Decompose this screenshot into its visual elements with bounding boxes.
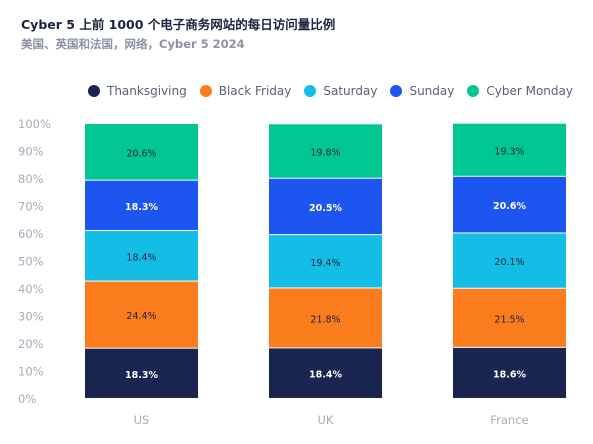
data-label: 19.4% bbox=[310, 258, 340, 269]
data-label: 21.8% bbox=[310, 314, 340, 325]
bar-segment-us-cyber-monday bbox=[85, 124, 198, 180]
y-tick-label: 40% bbox=[18, 282, 44, 296]
chart-legend: Thanksgiving Black Friday Saturday Sunday Cy… bbox=[88, 84, 586, 98]
legend-label: Saturday bbox=[323, 84, 378, 98]
x-tick-label: US bbox=[134, 413, 150, 427]
legend-label: Sunday bbox=[409, 84, 455, 98]
y-tick-label: 70% bbox=[18, 200, 44, 214]
y-tick-label: 50% bbox=[18, 255, 44, 269]
legend-label: Thanksgiving bbox=[107, 84, 187, 98]
legend-label: Cyber Monday bbox=[486, 84, 573, 98]
y-tick-label: 20% bbox=[18, 337, 44, 351]
data-label: 18.4% bbox=[309, 370, 342, 381]
y-tick-label: 30% bbox=[18, 310, 44, 324]
data-label: 18.6% bbox=[493, 369, 526, 380]
data-label: 19.3% bbox=[494, 146, 524, 157]
y-tick-label: 60% bbox=[18, 227, 44, 241]
data-label: 18.3% bbox=[125, 370, 158, 381]
bar-segment-france-thanksgiving bbox=[453, 347, 566, 398]
bar-segment-uk-saturday bbox=[269, 235, 382, 288]
bar-segment-france-black-friday bbox=[453, 288, 566, 347]
legend-swatch bbox=[467, 85, 480, 97]
data-label: 20.6% bbox=[493, 201, 526, 212]
bar-segment-france-sunday bbox=[453, 176, 566, 233]
bar-segment-us-thanksgiving bbox=[85, 348, 198, 398]
legend-swatch bbox=[390, 85, 403, 97]
bar-segment-uk-cyber-monday bbox=[269, 124, 382, 178]
legend-item-sunday: Sunday bbox=[390, 84, 454, 98]
data-label: 18.3% bbox=[125, 202, 158, 213]
bar-segment-france-cyber-monday bbox=[453, 123, 566, 176]
x-tick-label: France bbox=[490, 413, 528, 427]
bar-segment-us-black-friday bbox=[85, 281, 198, 348]
y-tick-label: 90% bbox=[18, 145, 44, 159]
legend-item-saturday: Saturday bbox=[304, 84, 377, 98]
data-label: 20.6% bbox=[126, 148, 156, 159]
data-label: 24.4% bbox=[126, 311, 156, 322]
data-label: 20.5% bbox=[309, 203, 342, 214]
data-label: 19.8% bbox=[310, 148, 340, 159]
chart-title: Cyber 5 上前 1000 个电子商务网站的每日访问量比例 bbox=[21, 17, 336, 32]
bar-segment-france-saturday bbox=[453, 233, 566, 288]
legend-item-thanksgiving: Thanksgiving bbox=[88, 84, 187, 98]
legend-swatch bbox=[88, 85, 100, 97]
bar-segment-us-saturday bbox=[85, 230, 198, 281]
y-tick-label: 10% bbox=[18, 365, 44, 379]
legend-label: Black Friday bbox=[218, 84, 292, 98]
data-label: 18.4% bbox=[126, 252, 156, 263]
legend-swatch bbox=[199, 85, 212, 97]
legend-item-black-friday: Black Friday bbox=[199, 84, 292, 98]
chart-subtitle: 美国、英国和法国，网络，Cyber 5 2024 bbox=[21, 37, 245, 51]
bar-segment-uk-sunday bbox=[269, 178, 382, 235]
legend-swatch bbox=[304, 85, 317, 97]
bar-segment-us-sunday bbox=[85, 180, 198, 230]
y-tick-label: 80% bbox=[18, 172, 44, 186]
bar-segment-uk-thanksgiving bbox=[269, 348, 382, 398]
bar-segment-uk-black-friday bbox=[269, 288, 382, 348]
legend-item-cyber-monday: Cyber Monday bbox=[467, 84, 573, 98]
data-label: 21.5% bbox=[494, 314, 524, 325]
y-tick-label: 100% bbox=[18, 117, 51, 131]
x-tick-label: UK bbox=[318, 413, 334, 427]
data-label: 20.1% bbox=[494, 257, 524, 268]
y-tick-label: 0% bbox=[18, 392, 36, 406]
